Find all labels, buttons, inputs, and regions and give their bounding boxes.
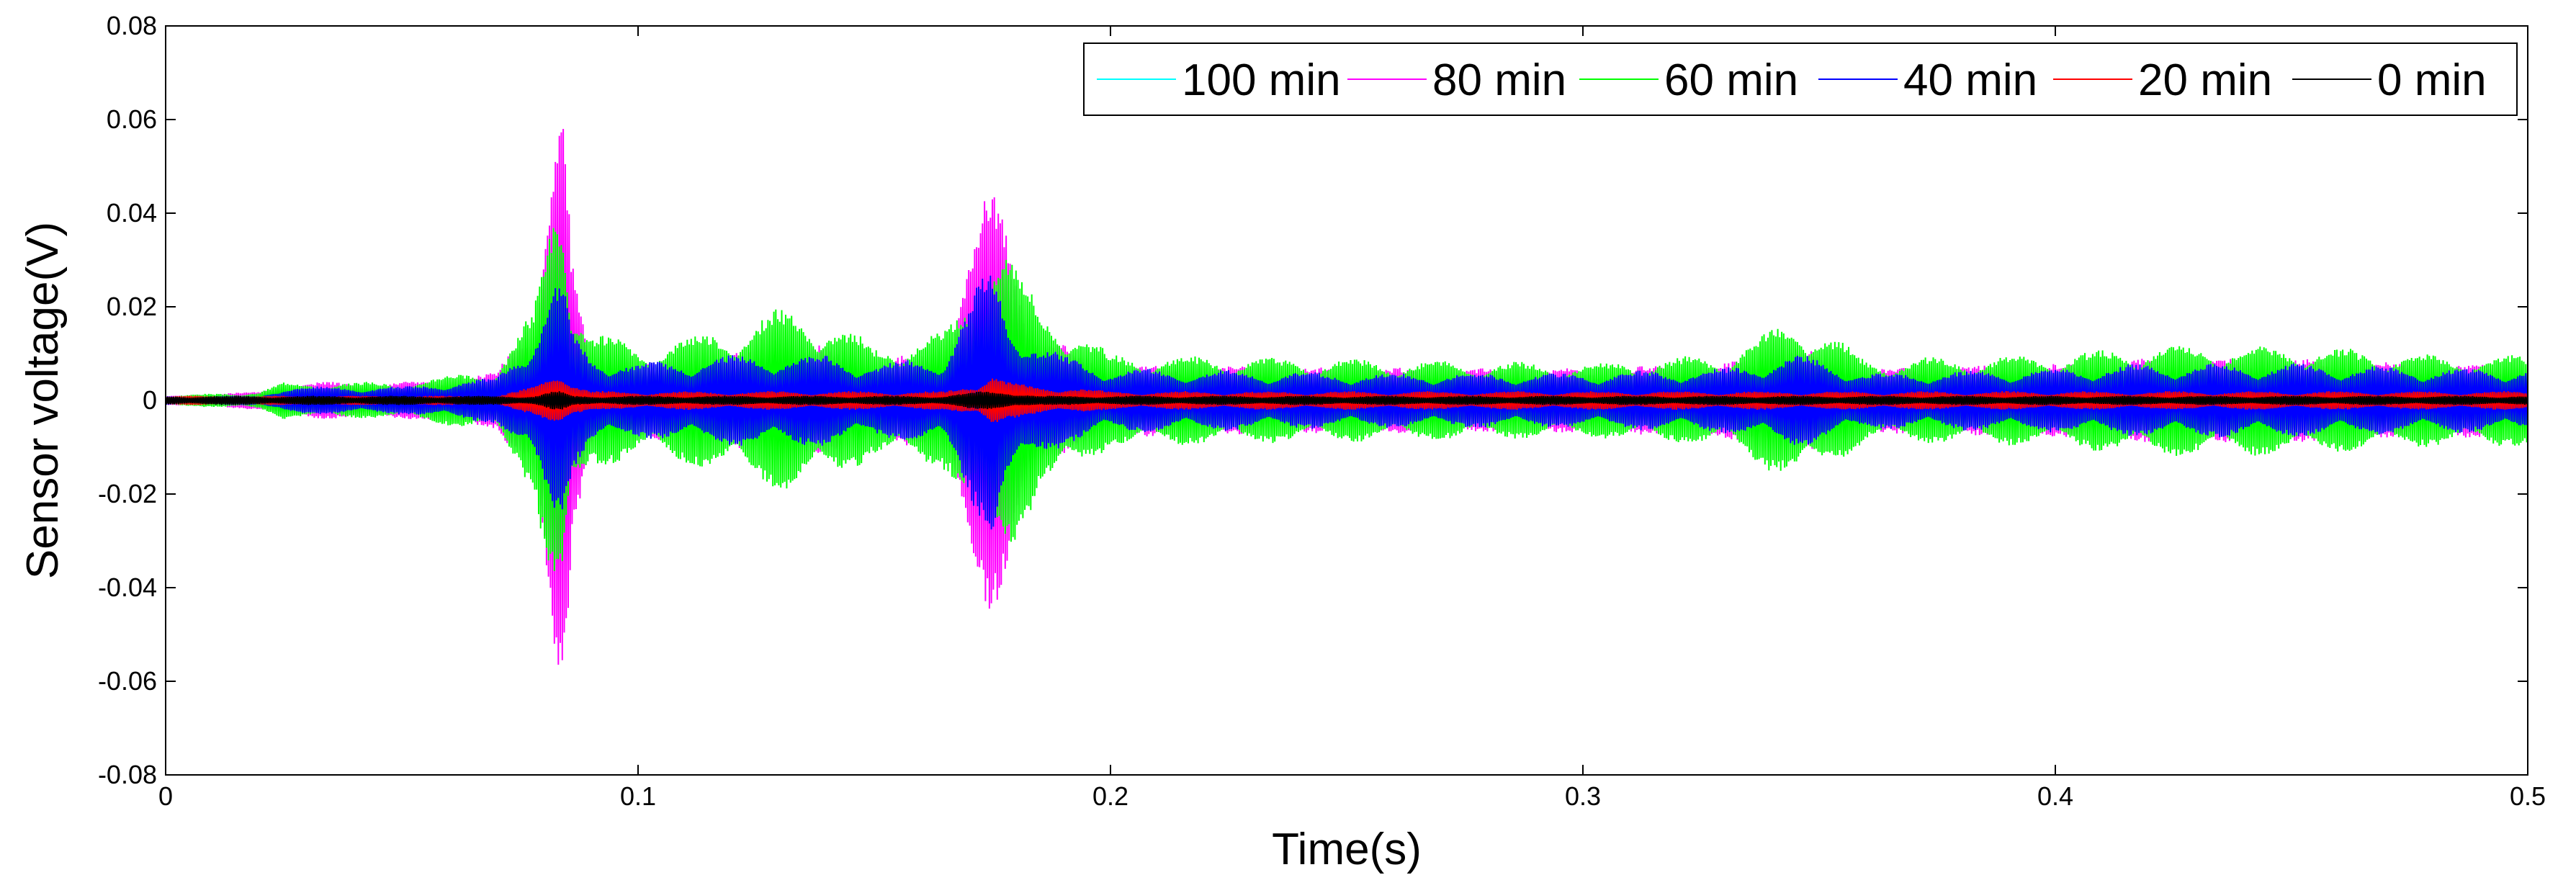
y-tick-label: -0.08: [98, 760, 157, 789]
y-tick-label: -0.02: [98, 479, 157, 508]
series-line-40-min: [165, 275, 2528, 530]
x-tick-label: 0.4: [2037, 781, 2073, 811]
series-layer: [165, 128, 2528, 665]
x-axis-title: Time(s): [1272, 825, 1422, 874]
x-tick-label: 0: [158, 781, 173, 811]
y-tick-label: -0.06: [98, 666, 157, 696]
y-tick-label: -0.04: [98, 573, 157, 602]
legend-label: 0 min: [2377, 55, 2487, 105]
series-line-20-min: [165, 378, 2528, 423]
series-line-60-min: [165, 228, 2528, 571]
legend-box: [1083, 42, 2518, 116]
x-tick-label: 0.1: [620, 781, 656, 811]
series-line-0-min: [165, 391, 2528, 410]
legend-label: 20 min: [2138, 55, 2272, 105]
y-tick-label: 0.02: [107, 292, 157, 321]
legend-label: 60 min: [1664, 55, 1798, 105]
x-tick-label: 0.3: [1565, 781, 1601, 811]
legend-label: 100 min: [1182, 55, 1341, 105]
x-tick-label: 0.5: [2510, 781, 2546, 811]
y-tick-label: 0.08: [107, 11, 157, 40]
legend: 100 min 80 min 60 min 40 min 20 min 0 min: [1083, 42, 2518, 116]
y-tick-label: 0.04: [107, 198, 157, 228]
legend-label: 40 min: [1903, 55, 2037, 105]
x-tick-label: 0.2: [1092, 781, 1128, 811]
ticks-layer: 0 0.1 0.2 0.3 0.4 0.5 -0.08 -0.06 -0.04 -0.02 0 0.0…: [98, 11, 2546, 811]
legend-label: 80 min: [1432, 55, 1566, 105]
y-tick-label: 0: [143, 385, 157, 415]
y-tick-label: 0.06: [107, 104, 157, 134]
y-axis-title: Sensor voltage(V): [18, 222, 68, 579]
